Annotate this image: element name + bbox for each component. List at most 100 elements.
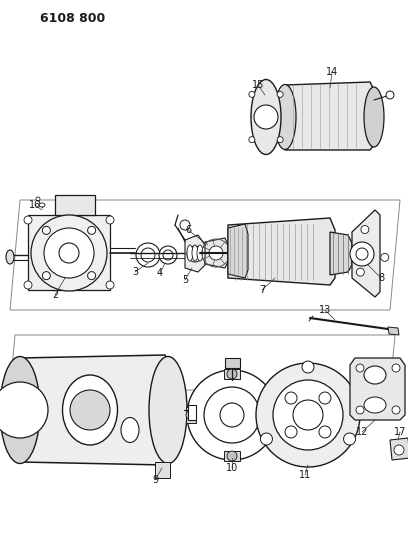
Circle shape: [256, 363, 360, 467]
Text: 6: 6: [185, 225, 191, 235]
Polygon shape: [268, 407, 278, 423]
Polygon shape: [224, 369, 240, 379]
Circle shape: [293, 400, 323, 430]
Ellipse shape: [197, 245, 203, 261]
Circle shape: [42, 227, 50, 235]
Circle shape: [204, 387, 260, 443]
Polygon shape: [268, 405, 276, 420]
Circle shape: [106, 281, 114, 289]
Polygon shape: [28, 215, 110, 290]
Text: 6108 800: 6108 800: [40, 12, 105, 25]
Polygon shape: [10, 335, 395, 390]
Ellipse shape: [187, 245, 193, 261]
Polygon shape: [10, 200, 400, 310]
Circle shape: [0, 382, 48, 438]
Circle shape: [187, 246, 203, 262]
Polygon shape: [205, 238, 228, 268]
Circle shape: [319, 426, 331, 438]
Circle shape: [268, 410, 278, 420]
Circle shape: [249, 136, 255, 143]
Polygon shape: [390, 438, 408, 460]
Polygon shape: [285, 82, 374, 150]
Polygon shape: [228, 224, 248, 278]
Ellipse shape: [0, 357, 40, 464]
Circle shape: [220, 403, 244, 427]
Circle shape: [24, 216, 32, 224]
Circle shape: [24, 281, 32, 289]
Circle shape: [106, 216, 114, 224]
Circle shape: [187, 370, 277, 460]
Circle shape: [163, 250, 173, 260]
Text: 4: 4: [157, 268, 163, 278]
Circle shape: [88, 227, 95, 235]
Circle shape: [356, 364, 364, 372]
Circle shape: [273, 380, 343, 450]
Ellipse shape: [364, 366, 386, 384]
Polygon shape: [186, 407, 196, 423]
Circle shape: [254, 105, 278, 129]
Polygon shape: [188, 405, 196, 420]
Polygon shape: [330, 232, 352, 275]
Circle shape: [392, 406, 400, 414]
Text: 11: 11: [299, 470, 311, 480]
Ellipse shape: [121, 417, 139, 442]
Ellipse shape: [6, 250, 14, 264]
Ellipse shape: [251, 79, 281, 155]
Circle shape: [227, 369, 237, 379]
Circle shape: [227, 451, 237, 461]
Ellipse shape: [364, 87, 384, 147]
Circle shape: [356, 268, 364, 276]
Ellipse shape: [274, 85, 296, 149]
Ellipse shape: [202, 245, 208, 261]
Text: 7: 7: [259, 285, 265, 295]
Circle shape: [277, 91, 283, 98]
Circle shape: [59, 243, 79, 263]
Text: 12: 12: [356, 427, 368, 437]
Circle shape: [381, 253, 389, 261]
Text: 17: 17: [394, 427, 406, 437]
Polygon shape: [352, 210, 380, 297]
Circle shape: [350, 242, 374, 266]
Polygon shape: [155, 462, 170, 478]
Circle shape: [285, 426, 297, 438]
Circle shape: [392, 364, 400, 372]
Circle shape: [356, 248, 368, 260]
Circle shape: [186, 410, 196, 420]
Text: 16: 16: [29, 200, 41, 210]
Circle shape: [141, 248, 155, 262]
Text: 8: 8: [378, 273, 384, 283]
Circle shape: [356, 406, 364, 414]
Ellipse shape: [192, 245, 198, 261]
Ellipse shape: [364, 397, 386, 413]
Circle shape: [249, 91, 255, 98]
Circle shape: [180, 220, 190, 230]
Polygon shape: [350, 358, 405, 420]
Circle shape: [361, 225, 369, 233]
Ellipse shape: [62, 375, 118, 445]
Circle shape: [159, 246, 177, 264]
Circle shape: [136, 243, 160, 267]
Circle shape: [260, 433, 273, 445]
Polygon shape: [225, 358, 240, 368]
Circle shape: [36, 197, 40, 201]
Circle shape: [302, 361, 314, 373]
Circle shape: [394, 445, 404, 455]
Circle shape: [209, 246, 223, 260]
Circle shape: [277, 136, 283, 143]
Circle shape: [344, 433, 355, 445]
Circle shape: [42, 272, 50, 280]
Polygon shape: [20, 355, 170, 465]
Circle shape: [31, 215, 107, 291]
Text: 14: 14: [326, 67, 338, 77]
Circle shape: [285, 392, 297, 404]
Ellipse shape: [207, 245, 213, 261]
Text: 13: 13: [319, 305, 331, 315]
Text: 9: 9: [152, 475, 158, 485]
Text: 10: 10: [226, 463, 238, 473]
Polygon shape: [388, 327, 399, 335]
Circle shape: [386, 91, 394, 99]
Polygon shape: [55, 195, 95, 215]
Text: 2: 2: [52, 290, 58, 300]
Polygon shape: [228, 218, 335, 285]
Ellipse shape: [149, 357, 187, 464]
